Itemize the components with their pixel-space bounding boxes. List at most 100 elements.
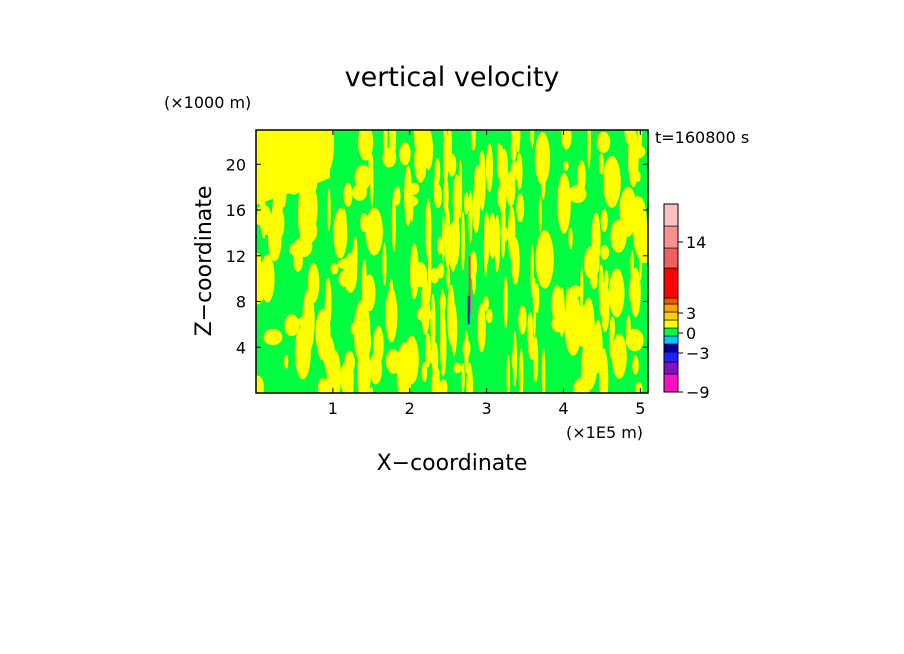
positive-band [470,130,476,152]
positive-band [506,170,516,207]
positive-band [461,211,465,271]
core-positive [468,255,471,313]
positive-band [486,143,493,193]
positive-band [466,362,474,393]
positive-band [354,164,372,191]
colorbar-tick-label: −9 [686,383,710,402]
positive-band [413,130,427,161]
positive-band [425,333,431,368]
positive-band [486,309,493,324]
y-tick-label: 4 [236,338,246,357]
positive-band [370,160,374,208]
positive-band [443,131,449,184]
positive-band [443,176,449,215]
positive-band [439,379,448,393]
positive-band [256,259,266,305]
positive-band [421,362,428,383]
positive-band [561,130,572,150]
positive-band [369,387,373,393]
positive-band [330,263,339,275]
positive-band [527,312,534,351]
positive-band [444,206,451,269]
updraft-core [467,255,471,325]
colorbar-segment [663,327,679,337]
positive-band [626,315,631,343]
positive-band [634,195,640,215]
colorbar-segment [663,247,679,269]
positive-band [317,377,328,393]
positive-band [294,325,311,380]
colorbar-tick-label: −3 [686,344,710,363]
y-axis-label: Z−coordinate [192,186,217,337]
positive-band [464,330,469,374]
positive-band [510,130,515,142]
positive-band [620,196,635,238]
positive-band [478,149,486,211]
positive-band [568,227,573,250]
colorbar-segment [663,361,679,375]
x-tick-label: 5 [635,399,645,418]
positive-band [609,316,616,340]
positive-band [437,263,445,279]
positive-band [405,196,419,207]
positive-band [314,280,320,294]
positive-band [358,130,374,161]
positive-band [602,155,621,208]
positive-band [350,323,356,334]
positive-band [483,213,488,279]
positive-band [430,267,439,284]
positive-band [256,375,264,393]
positive-velocity-bands [256,130,648,393]
positive-band [530,130,535,148]
core-negative [467,295,470,325]
colorbar-tick-label: 3 [686,304,696,323]
colorbar-tick-label: 0 [686,324,696,343]
positive-band [432,367,440,382]
colorbar-segment [663,267,679,299]
positive-band [355,321,371,363]
positive-band [461,363,465,393]
positive-band [328,350,341,393]
positive-band [506,354,510,393]
positive-band [343,182,353,207]
positive-band [503,275,508,329]
chart-title: vertical velocity [345,62,560,93]
colorbar-segment [663,311,679,321]
positive-band [357,372,368,393]
colorbar-segment [663,297,679,305]
positive-band [516,153,523,190]
positive-band [511,350,516,369]
positive-band [399,142,411,166]
positive-band [630,267,641,318]
time-label: t=160800 s [655,128,749,147]
positive-band [513,130,520,146]
y-unit-label: (×1000 m) [164,93,251,112]
positive-band [598,264,604,316]
x-axis-ticks: 1 2 3 4 5 [328,130,645,418]
positive-band [535,230,554,289]
positive-band [497,156,501,179]
positive-band [627,130,639,188]
positive-band [469,250,478,281]
positive-band [437,236,443,255]
positive-band [261,200,267,239]
contour-field [256,130,648,393]
x-tick-label: 3 [481,399,491,418]
positive-band [301,218,318,244]
positive-band [446,265,451,290]
colorbar-segment [663,343,679,353]
positive-band [518,305,527,335]
positive-band [477,302,486,353]
colorbar-segment [663,225,679,249]
positive-band [363,274,376,312]
positive-band [416,307,432,322]
positive-band [530,244,534,298]
positive-band [534,132,551,185]
positive-band [409,243,419,300]
positive-band [468,190,473,244]
positive-band [600,245,610,260]
positive-band [373,325,384,365]
positive-band [638,223,643,280]
positive-band [608,268,625,318]
